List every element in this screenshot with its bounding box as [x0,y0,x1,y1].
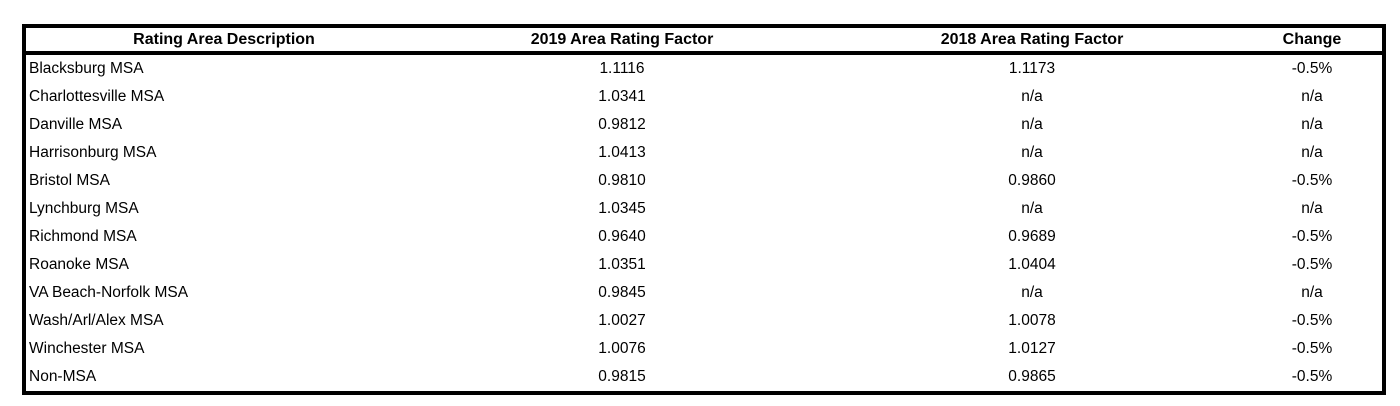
header-row: Rating Area Description 2019 Area Rating… [24,26,1384,55]
column-header-change: Change [1242,26,1384,55]
cell-2019-area-rating-factor: 1.0027 [598,312,646,329]
cell-rating-area-description: Non-MSA [29,368,97,385]
area-rating-factors-table: Rating Area Description 2019 Area Rating… [22,24,1386,395]
cell-rating-area-description: Lynchburg MSA [29,200,139,217]
cell-2018-area-rating-factor: n/a [1021,88,1043,105]
cell-2019-area-rating-factor: 1.0341 [598,88,646,105]
cell-2018-area-rating-factor: 0.9865 [1008,368,1056,385]
cell-change: -0.5% [1291,340,1333,357]
cell-change: -0.5% [1291,368,1333,385]
cell-rating-area-description: Wash/Arl/Alex MSA [29,312,164,329]
cell-rating-area-description: Blacksburg MSA [29,60,144,77]
table-row: Charlottesville MSA 1.0341 n/a n/a [24,83,1384,111]
cell-change: -0.5% [1291,172,1333,189]
table-row: Roanoke MSA 1.0351 1.0404 -0.5% [24,251,1384,279]
table-row: Richmond MSA 0.9640 0.9689 -0.5% [24,223,1384,251]
column-header-rating-area-description: Rating Area Description [24,26,422,55]
cell-change: n/a [1301,88,1323,105]
cell-change: n/a [1301,144,1323,161]
cell-2018-area-rating-factor: 1.0404 [1008,256,1056,273]
table-row: Lynchburg MSA 1.0345 n/a n/a [24,195,1384,223]
cell-2018-area-rating-factor: 0.9860 [1008,172,1056,189]
table-row: Blacksburg MSA 1.1116 1.1173 -0.5% [24,53,1384,83]
cell-rating-area-description: Richmond MSA [29,228,137,245]
cell-2019-area-rating-factor: 1.1116 [599,60,645,77]
table-row: Non-MSA 0.9815 0.9865 -0.5% [24,363,1384,393]
cell-rating-area-description: Danville MSA [29,116,123,133]
column-header-2018-area-rating-factor: 2018 Area Rating Factor [822,26,1242,55]
cell-change: -0.5% [1291,256,1333,273]
cell-2019-area-rating-factor: 0.9812 [598,116,646,133]
table-row: Danville MSA 0.9812 n/a n/a [24,111,1384,139]
cell-2019-area-rating-factor: 0.9640 [598,228,646,245]
cell-rating-area-description: VA Beach-Norfolk MSA [29,284,189,301]
cell-rating-area-description: Winchester MSA [29,340,145,357]
cell-change: -0.5% [1291,312,1333,329]
cell-2019-area-rating-factor: 0.9815 [598,368,646,385]
cell-2018-area-rating-factor: 0.9689 [1008,228,1056,245]
cell-rating-area-description: Harrisonburg MSA [29,144,157,161]
cell-change: n/a [1301,200,1323,217]
cell-2019-area-rating-factor: 1.0413 [598,144,646,161]
table-row: Harrisonburg MSA 1.0413 n/a n/a [24,139,1384,167]
table-body: Blacksburg MSA 1.1116 1.1173 -0.5% Charlotte… [24,53,1384,393]
cell-change: n/a [1301,284,1323,301]
cell-change: n/a [1301,116,1323,133]
cell-2018-area-rating-factor: n/a [1021,200,1043,217]
cell-2019-area-rating-factor: 0.9810 [598,172,646,189]
table-row: VA Beach-Norfolk MSA 0.9845 n/a n/a [24,279,1384,307]
cell-2018-area-rating-factor: n/a [1021,284,1043,301]
cell-rating-area-description: Charlottesville MSA [29,88,165,105]
cell-change: -0.5% [1291,228,1333,245]
cell-2019-area-rating-factor: 1.0351 [598,256,646,273]
rating-table-container: Rating Area Description 2019 Area Rating… [22,24,1386,395]
cell-2019-area-rating-factor: 1.0076 [598,340,646,357]
cell-2018-area-rating-factor: n/a [1021,116,1043,133]
table-row: Bristol MSA 0.9810 0.9860 -0.5% [24,167,1384,195]
cell-change: -0.5% [1291,60,1333,77]
table-row: Winchester MSA 1.0076 1.0127 -0.5% [24,335,1384,363]
column-header-2019-area-rating-factor: 2019 Area Rating Factor [422,26,822,55]
cell-2019-area-rating-factor: 0.9845 [598,284,646,301]
cell-2018-area-rating-factor: 1.0078 [1008,312,1056,329]
cell-rating-area-description: Roanoke MSA [29,256,129,273]
table-row: Wash/Arl/Alex MSA 1.0027 1.0078 -0.5% [24,307,1384,335]
cell-2018-area-rating-factor: 1.1173 [1008,60,1056,77]
cell-2018-area-rating-factor: 1.0127 [1008,340,1056,357]
cell-2018-area-rating-factor: n/a [1021,144,1043,161]
cell-rating-area-description: Bristol MSA [29,172,110,189]
cell-2019-area-rating-factor: 1.0345 [598,200,646,217]
